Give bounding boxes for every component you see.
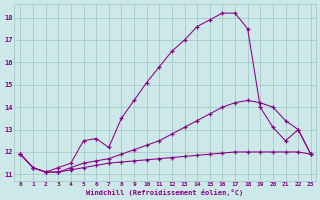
X-axis label: Windchill (Refroidissement éolien,°C): Windchill (Refroidissement éolien,°C) bbox=[86, 189, 244, 196]
